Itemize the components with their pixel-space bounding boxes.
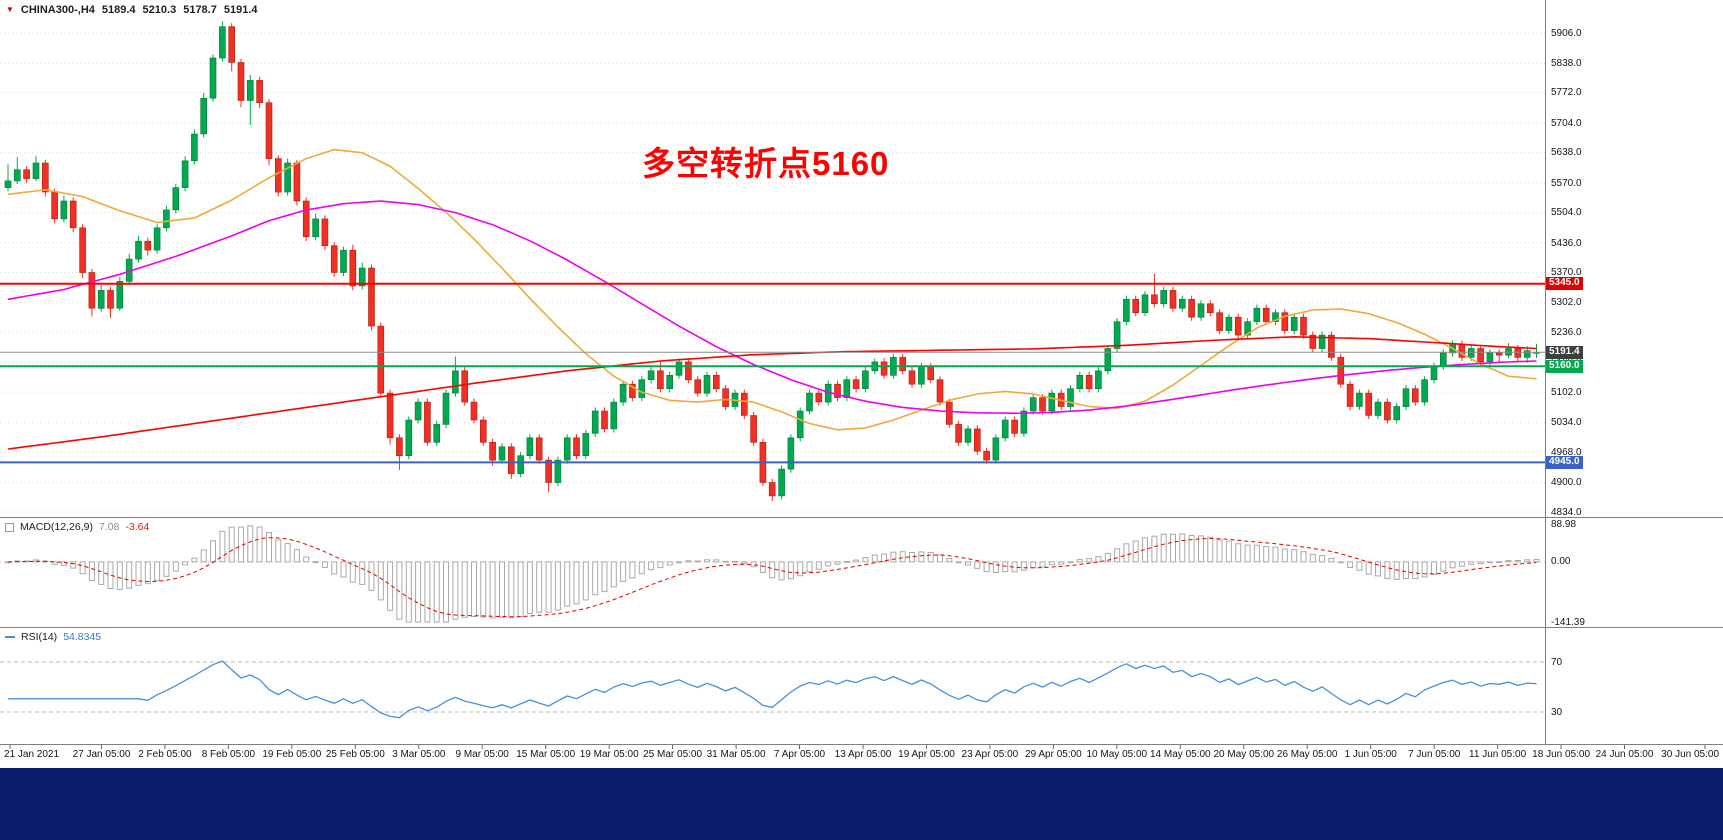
time-label: 30 Jun 05:00 xyxy=(1661,749,1719,760)
rsi-scale-label: 30 xyxy=(1551,706,1563,718)
time-scale[interactable]: 21 Jan 2021 27 Jan 05:00 2 Feb 05:00 8 Feb … xyxy=(0,745,1723,768)
time-label: 3 Mar 05:00 xyxy=(392,749,446,760)
chart-title: ▼ CHINA300-,H4 5189.4 5210.3 5178.7 5191… xyxy=(6,4,258,16)
price-tick-label: 5906.0 xyxy=(1551,27,1582,39)
price-tick-label: 5704.0 xyxy=(1551,117,1582,129)
macd-histogram xyxy=(5,525,1540,623)
time-label: 18 Jun 05:00 xyxy=(1532,749,1591,760)
annotation-text[interactable]: 多空转折点5160 xyxy=(642,145,890,182)
price-tick-label: 5034.0 xyxy=(1551,417,1582,429)
time-label: 2 Feb 05:00 xyxy=(138,749,192,760)
macd-name: MACD(12,26,9) xyxy=(20,521,93,533)
time-label: 15 Mar 05:00 xyxy=(516,749,576,760)
time-label: 11 Jun 05:00 xyxy=(1469,749,1527,760)
time-label: 9 Mar 05:00 xyxy=(455,749,509,760)
time-label: 20 May 05:00 xyxy=(1213,749,1275,760)
macd-scale-label: -141.39 xyxy=(1551,616,1585,628)
rsi-line xyxy=(8,660,1537,719)
price-tick-label: 5102.0 xyxy=(1551,386,1582,398)
bottom-bar xyxy=(0,768,1723,840)
time-label: 29 Apr 05:00 xyxy=(1025,749,1082,760)
ma-slow-red xyxy=(7,335,1537,450)
price-tick-label: 5436.0 xyxy=(1551,237,1582,249)
rsi-label: RSI(14) 54.8345 xyxy=(5,631,101,643)
time-label: 21 Jan 2021 xyxy=(4,749,60,760)
ohlc-low: 5178.7 xyxy=(183,4,217,16)
rsi-scale-label: 70 xyxy=(1551,656,1563,668)
macd-signal-value: -3.64 xyxy=(125,521,150,533)
time-label: 10 May 05:00 xyxy=(1086,749,1148,760)
macd-scale-label: 88.98 xyxy=(1551,518,1577,530)
macd-label: MACD(12,26,9) 7.08 -3.64 xyxy=(5,521,149,533)
time-label: 25 Mar 05:00 xyxy=(643,749,703,760)
price-tick-label: 5772.0 xyxy=(1551,87,1582,99)
price-scale[interactable]: 5906.0 5838.0 5772.0 5704.0 5638.0 5570.0 5504… xyxy=(1545,0,1723,768)
price-badge-support-blue: 4945.0 xyxy=(1546,455,1583,469)
ma-fast-orange xyxy=(7,148,1537,431)
symbol-marker-icon: ▼ xyxy=(6,5,14,14)
time-label: 19 Mar 05:00 xyxy=(579,749,639,760)
time-label: 27 Jan 05:00 xyxy=(72,749,131,760)
price-tick-label: 5570.0 xyxy=(1551,177,1582,189)
time-label: 13 Apr 05:00 xyxy=(834,749,892,760)
time-label: 26 May 05:00 xyxy=(1276,749,1338,760)
time-label: 25 Feb 05:00 xyxy=(325,749,385,760)
price-tick-label: 5236.0 xyxy=(1551,326,1582,338)
price-badge-resistance-red: 5345.0 xyxy=(1546,277,1583,291)
price-tick-label: 5302.0 xyxy=(1551,297,1582,309)
ohlc-open: 5189.4 xyxy=(101,4,136,16)
price-tick-label: 5370.0 xyxy=(1551,267,1582,278)
time-label: 19 Apr 05:00 xyxy=(898,749,955,760)
rsi-legend-icon xyxy=(5,636,15,638)
macd-scale-label: 0.00 xyxy=(1551,556,1571,568)
time-label: 24 Jun 05:00 xyxy=(1595,749,1654,760)
price-badge-pivot-green: 5160.0 xyxy=(1546,359,1583,373)
price-badge-bid-price: 5191.4 xyxy=(1546,345,1583,359)
time-label: 7 Jun 05:00 xyxy=(1408,749,1461,760)
rsi-value: 54.8345 xyxy=(63,631,102,643)
price-tick-label: 5504.0 xyxy=(1551,207,1582,219)
ohlc-close: 5191.4 xyxy=(223,4,258,16)
time-label: 8 Feb 05:00 xyxy=(201,749,256,760)
price-tick-label: 5838.0 xyxy=(1551,57,1582,69)
ma-mid-magenta xyxy=(7,200,1537,415)
time-label: 14 May 05:00 xyxy=(1149,749,1211,760)
time-label: 7 Apr 05:00 xyxy=(773,749,826,760)
price-tick-label: 4900.0 xyxy=(1551,477,1582,488)
macd-legend-icon xyxy=(5,522,14,532)
time-label: 23 Apr 05:00 xyxy=(961,749,1019,760)
price-tick-label: 4834.0 xyxy=(1551,506,1582,518)
time-label: 31 Mar 05:00 xyxy=(706,749,766,760)
macd-main-value: 7.08 xyxy=(98,521,120,533)
macd-signal-line xyxy=(7,537,1537,618)
time-label: 19 Feb 05:00 xyxy=(262,749,322,760)
price-tick-label: 4968.0 xyxy=(1551,446,1582,458)
rsi-name: RSI(14) xyxy=(21,631,58,643)
price-tick-label: 5638.0 xyxy=(1551,147,1582,159)
time-label: 1 Jun 05:00 xyxy=(1344,749,1397,760)
ohlc-high: 5210.3 xyxy=(142,4,177,16)
chart-symbol-timeframe: CHINA300-,H4 xyxy=(20,4,95,16)
